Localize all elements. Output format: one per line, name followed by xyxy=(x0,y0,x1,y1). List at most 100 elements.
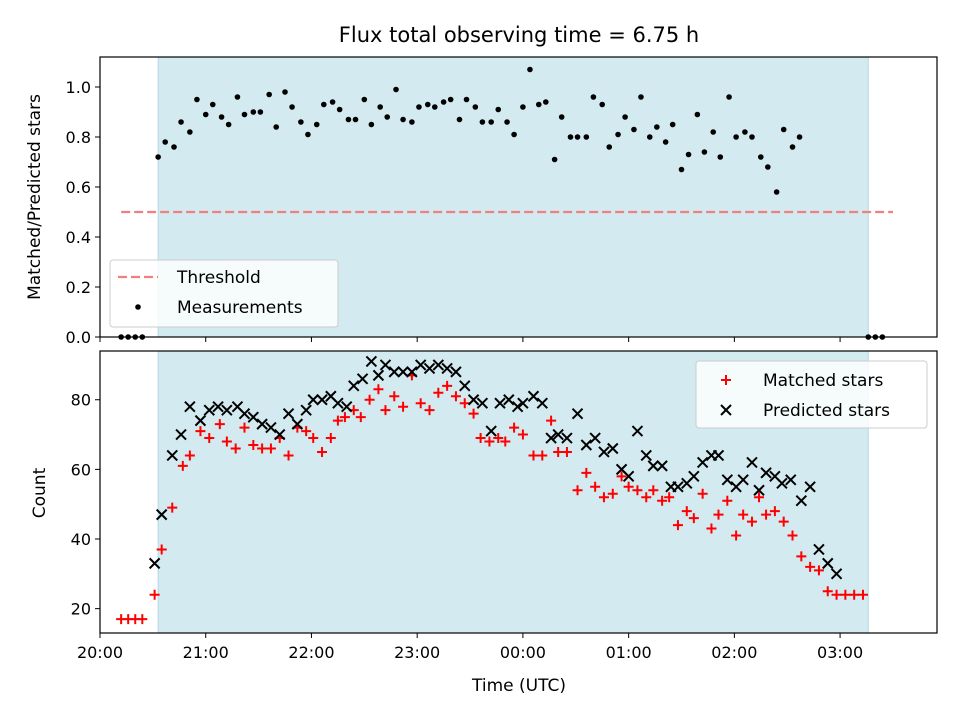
measurement-point xyxy=(558,114,565,120)
matched-star-point xyxy=(517,429,528,440)
predicted-star-point xyxy=(221,404,233,416)
measurement-point xyxy=(606,144,613,150)
predicted-star-point xyxy=(397,366,409,378)
measurement-point xyxy=(282,89,288,95)
matched-star-point xyxy=(424,405,435,416)
bottom-xtick-label: 21:00 xyxy=(183,643,229,662)
matched-star-point xyxy=(389,391,400,402)
matched-star-point xyxy=(380,405,391,416)
ratio-panel: 0.0 0.2 0.4 0.6 0.8 1.0 Threshold Measurements xyxy=(66,56,938,347)
measurement-point xyxy=(377,104,383,110)
predicted-star-point xyxy=(696,456,709,469)
top-ytick-label: 0.4 xyxy=(66,228,91,247)
measurement-point xyxy=(202,111,209,118)
matched-star-point xyxy=(731,530,742,541)
measurement-point xyxy=(789,144,796,150)
measurement-point xyxy=(631,126,637,133)
matched-star-point xyxy=(195,426,206,437)
predicted-star-point xyxy=(746,456,758,469)
top-ytick-label: 0.2 xyxy=(66,278,91,297)
measurement-point xyxy=(574,134,581,140)
predicted-star-point xyxy=(760,467,772,479)
matched-star-point xyxy=(509,422,520,433)
predicted-star-point xyxy=(776,477,788,490)
top-ylabel: Matched/Predicted stars xyxy=(25,94,45,300)
measurement-point xyxy=(511,131,517,138)
measurement-point xyxy=(488,119,494,125)
predicted-star-point xyxy=(830,568,843,580)
matched-star-point xyxy=(778,516,789,527)
predicted-star-point xyxy=(194,414,207,427)
predicted-star-point xyxy=(688,470,700,483)
predicted-star-point xyxy=(753,484,765,496)
legend-threshold-label: Threshold xyxy=(176,268,261,288)
top-ytick-label: 0.6 xyxy=(66,178,91,197)
predicted-star-point xyxy=(631,425,644,437)
measurement-point xyxy=(440,99,447,105)
measurement-point xyxy=(717,154,724,160)
measurement-point xyxy=(162,139,168,145)
measurement-point xyxy=(273,124,280,130)
matched-star-point xyxy=(373,384,384,395)
predicted-star-point xyxy=(441,362,453,375)
matched-star-point xyxy=(857,589,868,600)
matched-star-point xyxy=(616,471,627,482)
predicted-star-point xyxy=(804,481,816,493)
predicted-star-point xyxy=(155,508,168,521)
measurement-point xyxy=(266,91,272,98)
measurement-point xyxy=(535,101,542,108)
predicted-star-point xyxy=(256,418,268,430)
bottom-ytick-label: 80 xyxy=(71,391,91,410)
matched-star-point xyxy=(697,488,708,499)
measurement-point xyxy=(567,134,574,140)
matched-star-point xyxy=(265,443,276,454)
measurement-point xyxy=(678,166,685,173)
matched-star-point xyxy=(805,561,816,572)
matched-star-point xyxy=(484,436,495,447)
predicted-star-point xyxy=(494,397,506,409)
predicted-star-point xyxy=(822,557,834,570)
predicted-star-point xyxy=(580,439,593,451)
predicted-star-point xyxy=(450,366,462,378)
matched-star-point xyxy=(822,586,833,597)
bottom-xtick-label: 01:00 xyxy=(606,643,652,662)
predicted-star-point xyxy=(656,460,668,472)
matched-star-point xyxy=(590,481,601,492)
predicted-star-point xyxy=(511,400,524,413)
predicted-star-point xyxy=(795,494,808,507)
matched-star-point xyxy=(581,467,592,478)
legend-matched-label: Matched stars xyxy=(763,371,883,391)
measurement-point xyxy=(218,114,225,120)
matched-star-point xyxy=(706,523,717,534)
predicted-star-point xyxy=(536,397,548,409)
matched-star-point xyxy=(450,391,461,402)
measurement-point xyxy=(432,104,438,110)
measurement-point xyxy=(345,116,352,123)
matched-star-point xyxy=(248,440,259,450)
matched-star-point xyxy=(239,422,250,433)
measurement-point xyxy=(384,114,391,120)
predicted-star-point xyxy=(212,400,224,413)
predicted-star-point xyxy=(423,362,436,375)
matched-star-point xyxy=(156,544,167,555)
matched-star-point xyxy=(648,485,659,496)
measurement-point xyxy=(742,129,748,135)
matched-star-point xyxy=(167,502,178,513)
predicted-star-point xyxy=(340,400,353,413)
matched-star-point xyxy=(657,495,668,506)
matched-star-point xyxy=(177,460,188,471)
measurement-point xyxy=(336,106,343,113)
measurement-point xyxy=(416,104,422,110)
measurement-point xyxy=(733,134,739,140)
matched-star-point xyxy=(607,488,618,499)
matched-star-point xyxy=(831,589,842,600)
predicted-star-point xyxy=(203,404,215,416)
measurement-point xyxy=(463,96,470,103)
predicted-star-point xyxy=(414,359,427,371)
measurement-point xyxy=(447,96,454,103)
predicted-star-point xyxy=(712,449,725,462)
measurement-point xyxy=(361,96,368,103)
measurement-point xyxy=(599,101,605,108)
matched-star-point xyxy=(796,551,807,562)
bottom-xlabel: Time (UTC) xyxy=(471,676,566,696)
